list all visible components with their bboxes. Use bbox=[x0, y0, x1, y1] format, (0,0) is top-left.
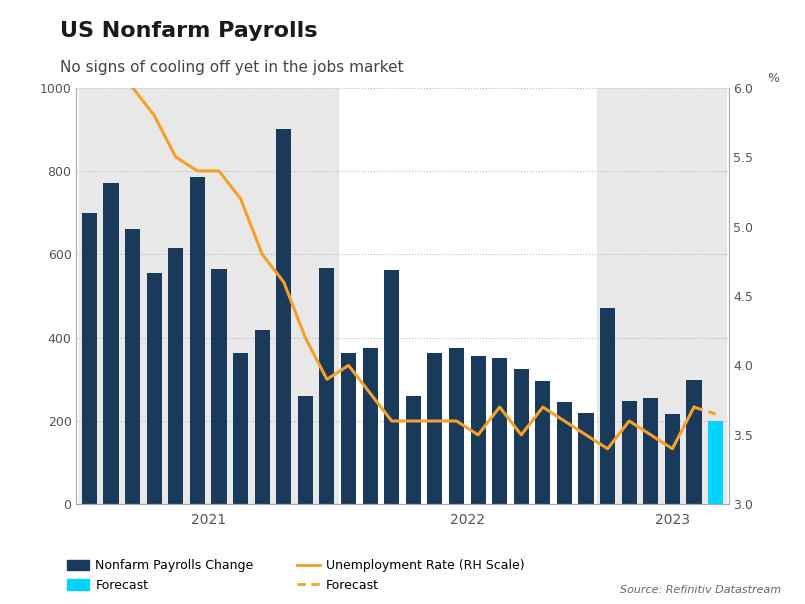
Bar bbox=[449, 348, 464, 504]
Bar bbox=[125, 230, 140, 504]
Bar bbox=[643, 398, 658, 504]
Bar bbox=[600, 307, 615, 504]
Bar bbox=[384, 270, 399, 504]
Bar bbox=[82, 213, 97, 504]
Bar bbox=[427, 353, 443, 504]
Bar bbox=[687, 380, 701, 504]
Text: No signs of cooling off yet in the jobs market: No signs of cooling off yet in the jobs … bbox=[60, 60, 404, 76]
Bar bbox=[147, 274, 162, 504]
Bar bbox=[579, 413, 593, 504]
Bar bbox=[708, 421, 723, 504]
Bar bbox=[254, 330, 270, 504]
Bar bbox=[212, 269, 226, 504]
Bar bbox=[320, 268, 335, 504]
Bar bbox=[492, 358, 507, 504]
Bar bbox=[597, 88, 726, 504]
Bar bbox=[233, 353, 248, 504]
Bar bbox=[168, 248, 184, 504]
Text: US Nonfarm Payrolls: US Nonfarm Payrolls bbox=[60, 21, 318, 41]
Bar bbox=[362, 348, 378, 504]
Bar bbox=[406, 396, 421, 504]
Bar bbox=[557, 402, 572, 504]
Bar bbox=[298, 396, 313, 504]
Bar bbox=[535, 381, 551, 504]
Bar bbox=[276, 129, 291, 504]
Bar bbox=[104, 184, 118, 504]
Bar bbox=[341, 353, 356, 504]
Bar bbox=[190, 177, 205, 504]
Bar bbox=[79, 88, 338, 504]
Text: %: % bbox=[767, 72, 779, 85]
Bar bbox=[514, 369, 529, 504]
Bar bbox=[665, 414, 680, 504]
Bar bbox=[470, 356, 485, 504]
Text: Source: Refinitiv Datastream: Source: Refinitiv Datastream bbox=[620, 585, 781, 595]
Legend: Nonfarm Payrolls Change, Forecast, Unemployment Rate (RH Scale), Forecast: Nonfarm Payrolls Change, Forecast, Unemp… bbox=[67, 559, 525, 592]
Bar bbox=[621, 401, 637, 504]
